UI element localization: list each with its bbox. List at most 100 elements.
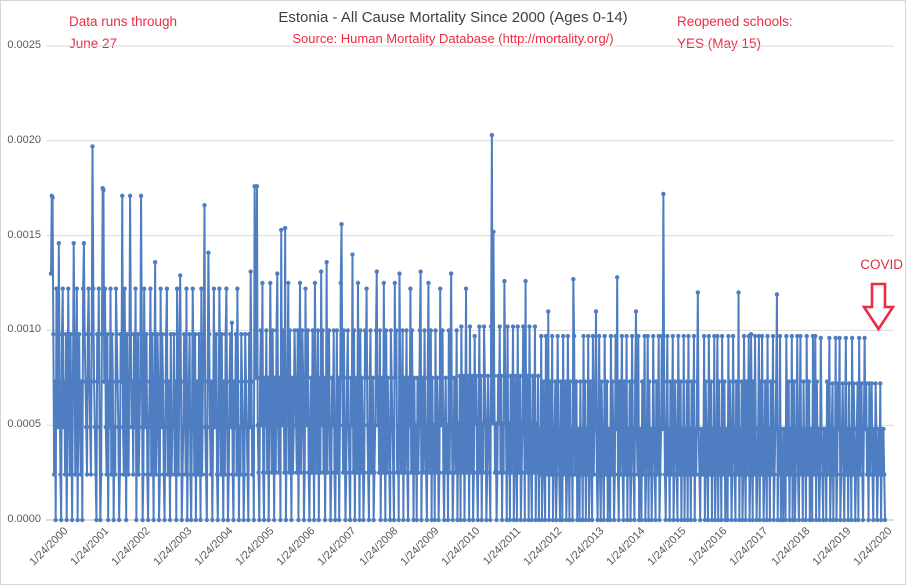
data-point-marker bbox=[485, 373, 491, 379]
data-point-marker bbox=[560, 517, 565, 523]
data-point-marker bbox=[189, 424, 195, 430]
data-point-marker bbox=[701, 333, 707, 339]
data-point-marker bbox=[313, 375, 318, 380]
data-point-marker bbox=[777, 472, 782, 477]
data-point-marker bbox=[299, 423, 304, 428]
data-point-marker bbox=[694, 379, 700, 384]
data-point-marker bbox=[583, 517, 589, 523]
data-point-marker bbox=[298, 470, 304, 475]
data-point-marker bbox=[471, 470, 477, 475]
data-point-marker bbox=[96, 286, 101, 291]
data-point-marker bbox=[600, 472, 606, 477]
data-point-marker bbox=[190, 286, 195, 291]
data-point-marker bbox=[516, 470, 521, 475]
data-point-marker bbox=[529, 517, 535, 523]
data-point-marker bbox=[765, 333, 770, 339]
data-point-marker bbox=[81, 240, 87, 246]
data-point-marker bbox=[99, 331, 105, 337]
data-point-marker bbox=[655, 426, 661, 432]
data-point-marker bbox=[236, 517, 242, 523]
data-point-marker bbox=[286, 280, 291, 286]
data-point-marker bbox=[601, 517, 607, 523]
data-point-marker bbox=[318, 269, 324, 274]
data-point-marker bbox=[340, 375, 345, 380]
data-point-marker bbox=[692, 517, 697, 523]
data-point-marker bbox=[773, 426, 778, 432]
data-point-marker bbox=[196, 472, 201, 477]
data-point-marker bbox=[820, 517, 826, 523]
data-point-marker bbox=[669, 426, 675, 432]
data-point-marker bbox=[544, 426, 549, 432]
data-point-marker bbox=[729, 517, 734, 523]
data-point-marker bbox=[330, 423, 336, 428]
data-point-marker bbox=[344, 470, 349, 475]
data-point-marker bbox=[452, 375, 457, 380]
data-point-marker bbox=[161, 472, 166, 477]
data-point-marker bbox=[871, 517, 876, 523]
data-point-marker bbox=[175, 424, 181, 430]
data-point-marker bbox=[766, 472, 771, 477]
data-point-marker bbox=[347, 470, 352, 475]
data-point-marker bbox=[795, 472, 801, 477]
data-point-marker bbox=[333, 517, 338, 523]
data-point-marker bbox=[860, 517, 866, 523]
data-point-marker bbox=[397, 271, 402, 276]
data-point-marker bbox=[573, 426, 578, 432]
data-point-marker bbox=[123, 517, 129, 523]
data-point-marker bbox=[839, 426, 845, 432]
data-point-marker bbox=[297, 280, 303, 286]
data-point-marker bbox=[377, 328, 383, 333]
data-point-marker bbox=[180, 472, 185, 477]
data-point-marker bbox=[607, 426, 612, 432]
data-point-marker bbox=[173, 379, 178, 384]
data-point-marker bbox=[837, 335, 842, 341]
data-point-marker bbox=[89, 331, 94, 337]
data-point-marker bbox=[782, 472, 787, 477]
data-point-marker bbox=[351, 328, 357, 333]
data-point-marker bbox=[74, 286, 80, 291]
data-point-marker bbox=[434, 470, 439, 475]
data-point-marker bbox=[345, 328, 350, 333]
data-point-marker bbox=[595, 517, 600, 523]
data-point-marker bbox=[139, 331, 145, 337]
data-point-marker bbox=[826, 426, 831, 432]
data-point-marker bbox=[630, 426, 636, 432]
data-point-marker bbox=[391, 517, 397, 523]
data-point-marker bbox=[169, 472, 174, 477]
data-point-marker bbox=[683, 472, 689, 477]
data-point-marker bbox=[619, 333, 625, 339]
data-point-marker bbox=[596, 333, 602, 339]
data-point-marker bbox=[733, 517, 738, 523]
data-point-marker bbox=[481, 324, 487, 329]
data-point-marker bbox=[116, 517, 122, 523]
data-point-marker bbox=[292, 328, 297, 333]
data-point-marker bbox=[271, 423, 276, 428]
data-point-marker bbox=[445, 423, 450, 428]
data-point-marker bbox=[553, 517, 559, 523]
data-point-marker bbox=[138, 379, 143, 384]
data-point-marker bbox=[400, 328, 405, 333]
data-point-marker bbox=[417, 328, 423, 333]
data-point-marker bbox=[288, 423, 293, 428]
data-point-marker bbox=[80, 286, 86, 291]
data-point-marker bbox=[521, 373, 527, 379]
data-point-marker bbox=[835, 472, 840, 477]
data-point-marker bbox=[513, 373, 518, 379]
note-left-line1: Data runs through bbox=[69, 14, 178, 29]
data-point-marker bbox=[225, 424, 230, 430]
data-point-marker bbox=[332, 470, 337, 475]
data-point-marker bbox=[87, 379, 92, 384]
data-point-marker bbox=[665, 333, 670, 339]
data-point-marker bbox=[463, 286, 469, 291]
data-point-marker bbox=[512, 470, 517, 475]
data-point-marker bbox=[744, 472, 750, 477]
data-point-marker bbox=[443, 375, 448, 380]
data-point-marker bbox=[760, 426, 766, 432]
data-point-marker bbox=[643, 517, 648, 523]
data-point-marker bbox=[427, 423, 433, 428]
data-point-marker bbox=[120, 424, 126, 430]
data-point-marker bbox=[70, 379, 76, 384]
data-point-marker bbox=[138, 193, 144, 198]
data-point-marker bbox=[849, 517, 854, 523]
data-point-marker bbox=[812, 426, 817, 432]
